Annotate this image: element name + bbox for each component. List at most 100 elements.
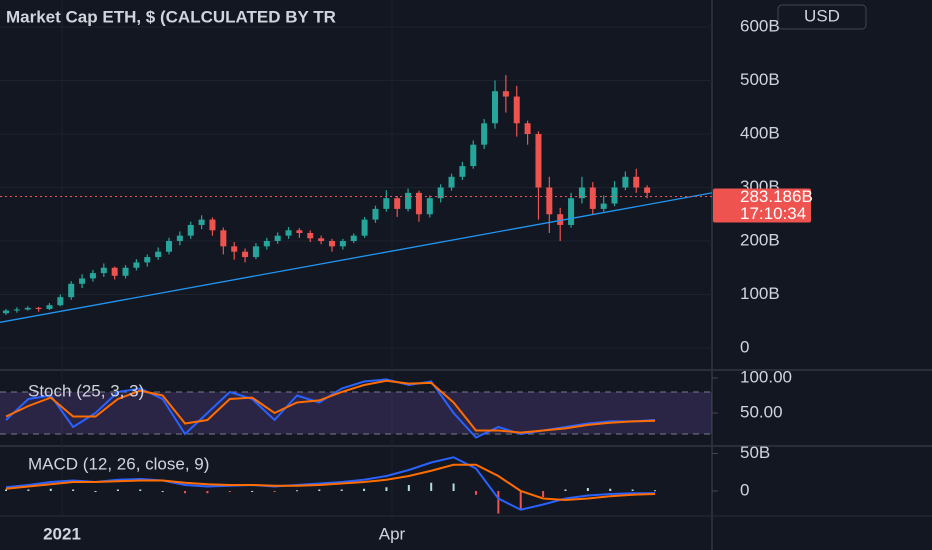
macd-histogram-bar <box>586 488 589 491</box>
macd-histogram-bar <box>542 491 545 497</box>
macd-line <box>5 456 655 511</box>
macd-histogram-bar <box>161 491 164 492</box>
countdown: 17:10:34 <box>740 204 806 223</box>
macd-histogram-bar <box>139 489 142 491</box>
macd-histogram-bar <box>654 490 656 492</box>
candle-body <box>350 235 357 241</box>
candle-body <box>589 187 596 209</box>
plot <box>0 0 712 516</box>
macd-line <box>5 463 656 502</box>
candle-body <box>46 305 53 309</box>
candle-body <box>557 214 564 225</box>
macd-histogram-bar <box>474 491 477 495</box>
candle-body <box>502 91 509 97</box>
y-tick-label: 100B <box>740 284 780 303</box>
candle-body <box>209 219 216 231</box>
chart-title: Market Cap ETH, $ (CALCULATED BY TR <box>6 7 336 26</box>
candle-body <box>307 232 314 239</box>
candle-body <box>220 230 227 247</box>
macd-tick-label: 0 <box>740 480 749 499</box>
candle-body <box>546 187 553 215</box>
macd-histogram-bar <box>295 490 298 492</box>
macd-title: MACD (12, 26, close, 9) <box>28 454 209 473</box>
macd-histogram-bar <box>452 483 455 491</box>
macd-histogram-bar <box>497 491 500 514</box>
macd-histogram-bar <box>72 489 75 491</box>
candle-body <box>437 187 444 199</box>
macd-histogram-bar <box>49 488 52 491</box>
candle-body <box>122 267 129 276</box>
candle-body <box>405 192 412 209</box>
candle-body <box>13 309 20 311</box>
candle-body <box>578 187 585 199</box>
candle-body <box>89 273 96 279</box>
candle-body <box>600 203 607 209</box>
candle-body <box>568 198 575 225</box>
candle-body <box>383 198 390 209</box>
candle-body <box>274 235 281 241</box>
candle-body <box>339 241 346 247</box>
last-price-box <box>713 188 811 223</box>
macd-histogram-bar <box>94 491 97 492</box>
candle-body <box>296 230 303 233</box>
macd-histogram-bar <box>631 489 634 491</box>
x-tick-label: Apr <box>379 524 406 543</box>
candle-body <box>329 241 335 247</box>
macd-histogram-bar <box>385 487 388 491</box>
candle-body <box>481 123 488 145</box>
candle-body <box>79 278 86 284</box>
y-tick-label: 500B <box>740 70 780 89</box>
macd-histogram-bar <box>273 491 276 492</box>
trendline <box>0 192 712 323</box>
macd-histogram-bar <box>251 491 254 492</box>
macd-histogram-bar <box>363 488 366 491</box>
candle-body <box>263 241 270 247</box>
candle-body <box>68 283 75 298</box>
candle-body <box>176 235 183 241</box>
candle-body <box>35 307 42 309</box>
candle-body <box>242 251 249 258</box>
candle-body <box>459 166 466 177</box>
candle-body <box>252 246 259 258</box>
y-tick-label: 0 <box>740 337 749 356</box>
x-tick-label: 2021 <box>43 524 81 543</box>
macd-histogram-bar <box>407 485 410 491</box>
candle-body <box>633 176 640 188</box>
candle-body <box>3 310 9 314</box>
stoch-tick-label: 50.00 <box>740 402 783 421</box>
currency-label[interactable]: USD <box>804 6 840 25</box>
macd-histogram-bar <box>228 491 231 492</box>
stoch-tick-label: 100.00 <box>740 367 792 386</box>
macd-histogram-bar <box>564 489 567 491</box>
candle-body <box>231 246 238 252</box>
candle-body <box>166 241 172 252</box>
candle-body <box>318 238 325 241</box>
candle-body <box>361 219 368 236</box>
candle-body <box>285 230 292 236</box>
candle-body <box>426 198 433 215</box>
candle-body <box>100 267 107 274</box>
macd-histogram-bar <box>116 489 119 491</box>
candle-body <box>644 187 651 193</box>
candle-body <box>492 91 498 124</box>
candle-body <box>622 176 629 188</box>
candle-body <box>144 257 151 263</box>
candle-body <box>448 176 455 188</box>
macd-histogram-bar <box>5 489 7 491</box>
candle-body <box>535 134 542 188</box>
candle-body <box>155 251 162 258</box>
macd-tick-label: 50B <box>740 443 770 462</box>
candle-body <box>111 267 118 276</box>
y-tick-label: 200B <box>740 230 780 249</box>
candle-body <box>372 208 379 220</box>
currency-button[interactable] <box>777 4 867 30</box>
candle-body <box>198 219 205 225</box>
candle-body <box>57 297 64 306</box>
last-price-label: 283.186B <box>740 187 813 206</box>
candle-body <box>394 198 401 209</box>
candle-body <box>415 192 422 215</box>
macd-histogram-bar <box>184 491 187 494</box>
macd-histogram-bar <box>318 489 321 491</box>
